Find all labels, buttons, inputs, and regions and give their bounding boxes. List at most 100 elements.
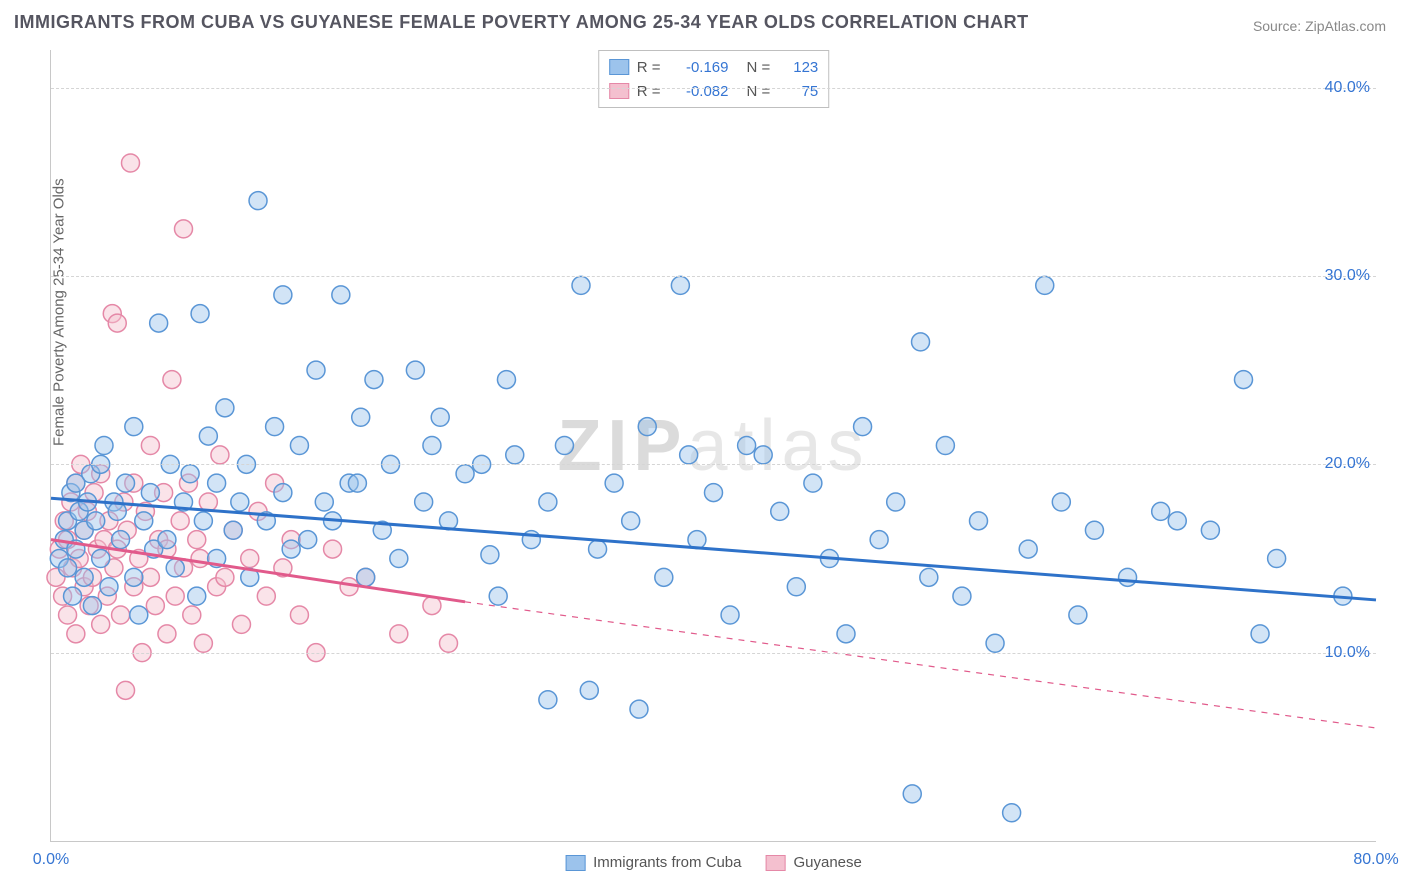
data-point-cuba [95, 437, 113, 455]
r-label: R = [637, 59, 661, 76]
data-point-cuba [671, 276, 689, 294]
data-point-cuba [920, 568, 938, 586]
trendline-dashed-guyanese [465, 602, 1376, 728]
data-point-guyanese [191, 550, 209, 568]
data-point-guyanese [163, 371, 181, 389]
y-tick-label: 20.0% [1325, 455, 1370, 473]
r-value-guyanese: -0.082 [669, 83, 729, 100]
gridline [51, 653, 1376, 654]
data-point-cuba [497, 371, 515, 389]
data-point-cuba [194, 512, 212, 530]
data-point-cuba [1168, 512, 1186, 530]
watermark: ZIPatlas [557, 405, 869, 487]
data-point-cuba [423, 437, 441, 455]
data-point-guyanese [175, 220, 193, 238]
data-point-guyanese [171, 512, 189, 530]
data-point-cuba [1085, 521, 1103, 539]
data-point-cuba [117, 474, 135, 492]
y-axis-label: Female Poverty Among 25-34 Year Olds [51, 178, 68, 446]
data-point-cuba [680, 446, 698, 464]
data-point-cuba [1036, 276, 1054, 294]
data-point-cuba [1268, 550, 1286, 568]
r-value-cuba: -0.169 [669, 59, 729, 76]
data-point-cuba [1069, 606, 1087, 624]
data-point-cuba [630, 700, 648, 718]
data-point-cuba [191, 305, 209, 323]
data-point-cuba [555, 437, 573, 455]
data-point-cuba [986, 634, 1004, 652]
data-point-cuba [415, 493, 433, 511]
data-point-cuba [406, 361, 424, 379]
data-point-cuba [738, 437, 756, 455]
data-point-cuba [365, 371, 383, 389]
data-point-guyanese [117, 681, 135, 699]
n-value-guyanese: 75 [778, 83, 818, 100]
data-point-guyanese [158, 625, 176, 643]
data-point-cuba [141, 484, 159, 502]
n-value-cuba: 123 [778, 59, 818, 76]
swatch-cuba [609, 59, 629, 75]
data-point-cuba [307, 361, 325, 379]
data-point-guyanese [324, 540, 342, 558]
n-label: N = [747, 83, 771, 100]
source-label: Source: ZipAtlas.com [1253, 18, 1386, 34]
data-point-guyanese [290, 606, 308, 624]
data-point-cuba [953, 587, 971, 605]
data-point-guyanese [108, 314, 126, 332]
data-point-guyanese [199, 493, 217, 511]
data-point-cuba [100, 578, 118, 596]
data-point-cuba [282, 540, 300, 558]
correlation-legend: R = -0.169 N = 123 R = -0.082 N = 75 [598, 50, 830, 108]
data-point-cuba [216, 399, 234, 417]
data-point-cuba [580, 681, 598, 699]
data-point-cuba [315, 493, 333, 511]
n-label: N = [747, 59, 771, 76]
y-tick-label: 10.0% [1325, 644, 1370, 662]
chart-svg [51, 50, 351, 200]
data-point-cuba [231, 493, 249, 511]
data-point-cuba [249, 192, 267, 210]
data-point-cuba [181, 465, 199, 483]
swatch-guyanese [609, 83, 629, 99]
data-point-guyanese [241, 550, 259, 568]
data-point-cuba [1235, 371, 1253, 389]
data-point-cuba [92, 550, 110, 568]
data-point-guyanese [67, 625, 85, 643]
x-tick-label: 0.0% [33, 851, 69, 869]
data-point-cuba [199, 427, 217, 445]
data-point-cuba [112, 531, 130, 549]
gridline [51, 276, 1376, 277]
data-point-cuba [787, 578, 805, 596]
data-point-cuba [1003, 804, 1021, 822]
data-point-guyanese [440, 634, 458, 652]
data-point-cuba [506, 446, 524, 464]
data-point-cuba [721, 606, 739, 624]
legend-item-cuba: Immigrants from Cuba [565, 854, 741, 871]
data-point-cuba [1251, 625, 1269, 643]
data-point-guyanese [216, 568, 234, 586]
data-point-cuba [390, 550, 408, 568]
data-point-cuba [1019, 540, 1037, 558]
data-point-cuba [771, 502, 789, 520]
x-tick-label: 80.0% [1353, 851, 1398, 869]
data-point-cuba [539, 493, 557, 511]
data-point-cuba [299, 531, 317, 549]
data-point-cuba [754, 446, 772, 464]
series-legend: Immigrants from Cuba Guyanese [565, 854, 862, 871]
data-point-cuba [208, 474, 226, 492]
data-point-guyanese [166, 587, 184, 605]
data-point-cuba [125, 418, 143, 436]
data-point-cuba [638, 418, 656, 436]
data-point-cuba [158, 531, 176, 549]
data-point-cuba [887, 493, 905, 511]
gridline [51, 88, 1376, 89]
data-point-cuba [431, 408, 449, 426]
data-point-cuba [870, 531, 888, 549]
r-label: R = [637, 83, 661, 100]
legend-label-cuba: Immigrants from Cuba [593, 854, 741, 871]
data-point-guyanese [112, 606, 130, 624]
data-point-cuba [357, 568, 375, 586]
data-point-guyanese [146, 597, 164, 615]
data-point-cuba [332, 286, 350, 304]
data-point-guyanese [92, 615, 110, 633]
